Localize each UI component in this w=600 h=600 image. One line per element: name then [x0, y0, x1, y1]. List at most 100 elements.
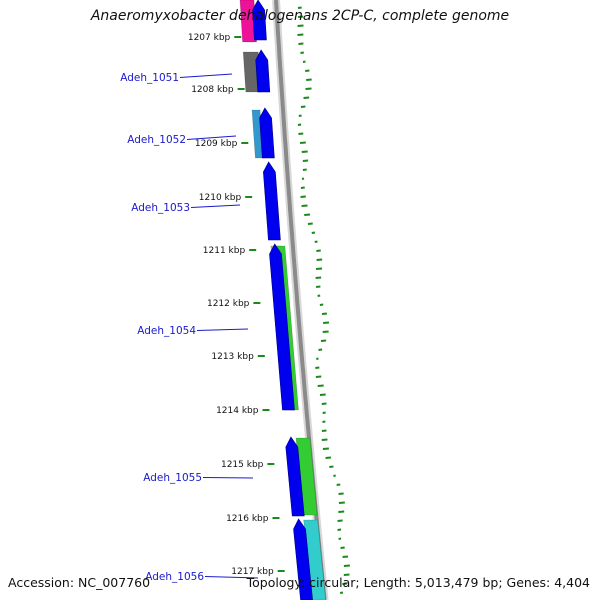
gc-dash [316, 258, 323, 261]
gc-dash [298, 132, 304, 135]
gc-dash [343, 573, 350, 576]
gc-dash [317, 294, 321, 297]
gc-dash [298, 42, 304, 45]
gc-dash [340, 546, 345, 549]
cds-arrow-7[interactable] [293, 518, 313, 600]
accession-text: Accession: NC_007760 [8, 575, 151, 590]
cds-arrow-3[interactable] [259, 107, 275, 159]
gc-dash [298, 114, 302, 117]
cds-arrow-6[interactable] [285, 436, 305, 517]
gc-dash [322, 447, 329, 450]
gene-labels: Adeh_1051 Adeh_1052 Adeh_1053 Adeh_1054 Adeh… [120, 72, 259, 583]
gc-dash [299, 141, 306, 144]
kbp-tick-label: 1214 kbp [216, 406, 259, 416]
kbp-tick-label: 1211 kbp [203, 246, 246, 256]
gene-label-2[interactable]: Adeh_1052 [127, 134, 186, 146]
gc-dash [322, 330, 329, 333]
gc-dash [338, 510, 345, 513]
gc-dash [300, 51, 304, 54]
gc-dash [317, 384, 324, 387]
gc-dash [343, 564, 350, 567]
kbp-tick-label: 1213 kbp [211, 352, 254, 362]
gc-dash [318, 348, 323, 351]
gc-dash [305, 87, 312, 90]
gc-dash [342, 555, 349, 558]
gc-dash [306, 78, 312, 81]
gc-dash [316, 357, 319, 360]
gc-dash [316, 249, 321, 252]
gc-dash [302, 168, 307, 171]
gc-dash [297, 6, 302, 9]
gene-label-5[interactable]: Adeh_1055 [143, 472, 202, 484]
gc-dash [301, 177, 305, 180]
gc-dash [315, 267, 323, 270]
cds-arrow-2[interactable] [255, 49, 271, 93]
gc-dash [297, 33, 304, 36]
gc-dash [314, 240, 318, 243]
gc-dash [325, 456, 332, 459]
gc-dash [322, 411, 326, 414]
cds-arrow-1[interactable] [252, 0, 267, 41]
gc-dash [302, 159, 309, 162]
kbp-tick-label: 1208 kbp [191, 85, 234, 95]
gc-dash [315, 285, 321, 288]
gene-label-leader [179, 73, 233, 78]
gc-dash [297, 15, 304, 18]
gene-label-leader [196, 328, 249, 331]
gc-dash [321, 312, 328, 315]
kbp-ticks: 1207 kbp 1208 kbp 1209 kbp 1210 kbp 1211 kbp… [188, 33, 285, 577]
genome-stats-text: Topology: circular; Length: 5,013,479 bp… [246, 575, 590, 590]
gene-label-6[interactable]: Adeh_1056 [145, 571, 204, 583]
gc-dash [300, 195, 306, 198]
kbp-tick-label: 1216 kbp [226, 514, 269, 524]
map-title: Anaeromyxobacter dehalogenans 2CP-C, com… [90, 8, 510, 24]
gc-dash [339, 591, 344, 594]
cds-arrow-5[interactable] [269, 243, 295, 411]
gc-dash [301, 204, 308, 207]
gene-label-leader [186, 135, 237, 140]
kbp-tick-label: 1217 kbp [231, 567, 274, 577]
cds-arrow-4[interactable] [263, 161, 281, 241]
kbp-tick-label: 1210 kbp [199, 193, 242, 203]
gc-dash [319, 303, 324, 306]
gene-label-4[interactable]: Adeh_1054 [137, 325, 196, 337]
gene-label-3[interactable]: Adeh_1053 [131, 202, 190, 214]
gc-dash [297, 123, 302, 126]
gc-dash [329, 465, 334, 468]
gc-track [297, 6, 350, 594]
gc-dash [315, 375, 322, 378]
gc-dash [319, 393, 326, 396]
gc-dash [321, 402, 327, 405]
gc-dash [337, 528, 342, 531]
gc-dash [297, 24, 304, 27]
gc-dash [305, 69, 310, 72]
kbp-tick-label: 1215 kbp [221, 460, 264, 470]
gc-dash [303, 96, 310, 99]
gc-dash [307, 222, 313, 225]
gc-dash [322, 420, 326, 423]
gc-dash [336, 483, 341, 486]
gc-dash [315, 366, 320, 369]
gc-dash [338, 537, 342, 540]
gc-dash [300, 105, 306, 108]
gene-label-leader [190, 204, 241, 208]
gc-dash [315, 276, 322, 279]
kbp-tick-label: 1212 kbp [207, 299, 250, 309]
gc-dash [321, 438, 328, 441]
gc-dash [333, 474, 336, 477]
gc-dash [311, 231, 316, 234]
gc-dash [321, 429, 327, 432]
gc-dash [320, 339, 327, 342]
gc-dash [304, 213, 311, 216]
gc-dash [337, 519, 343, 522]
cds-track [252, 0, 313, 600]
gc-dash [342, 582, 347, 585]
gene-label-leader [202, 477, 254, 479]
gc-dash [338, 492, 344, 495]
gc-dash [302, 60, 306, 63]
gc-dash [323, 321, 330, 324]
gc-dash [300, 186, 305, 189]
gene-label-1[interactable]: Adeh_1051 [120, 72, 179, 84]
